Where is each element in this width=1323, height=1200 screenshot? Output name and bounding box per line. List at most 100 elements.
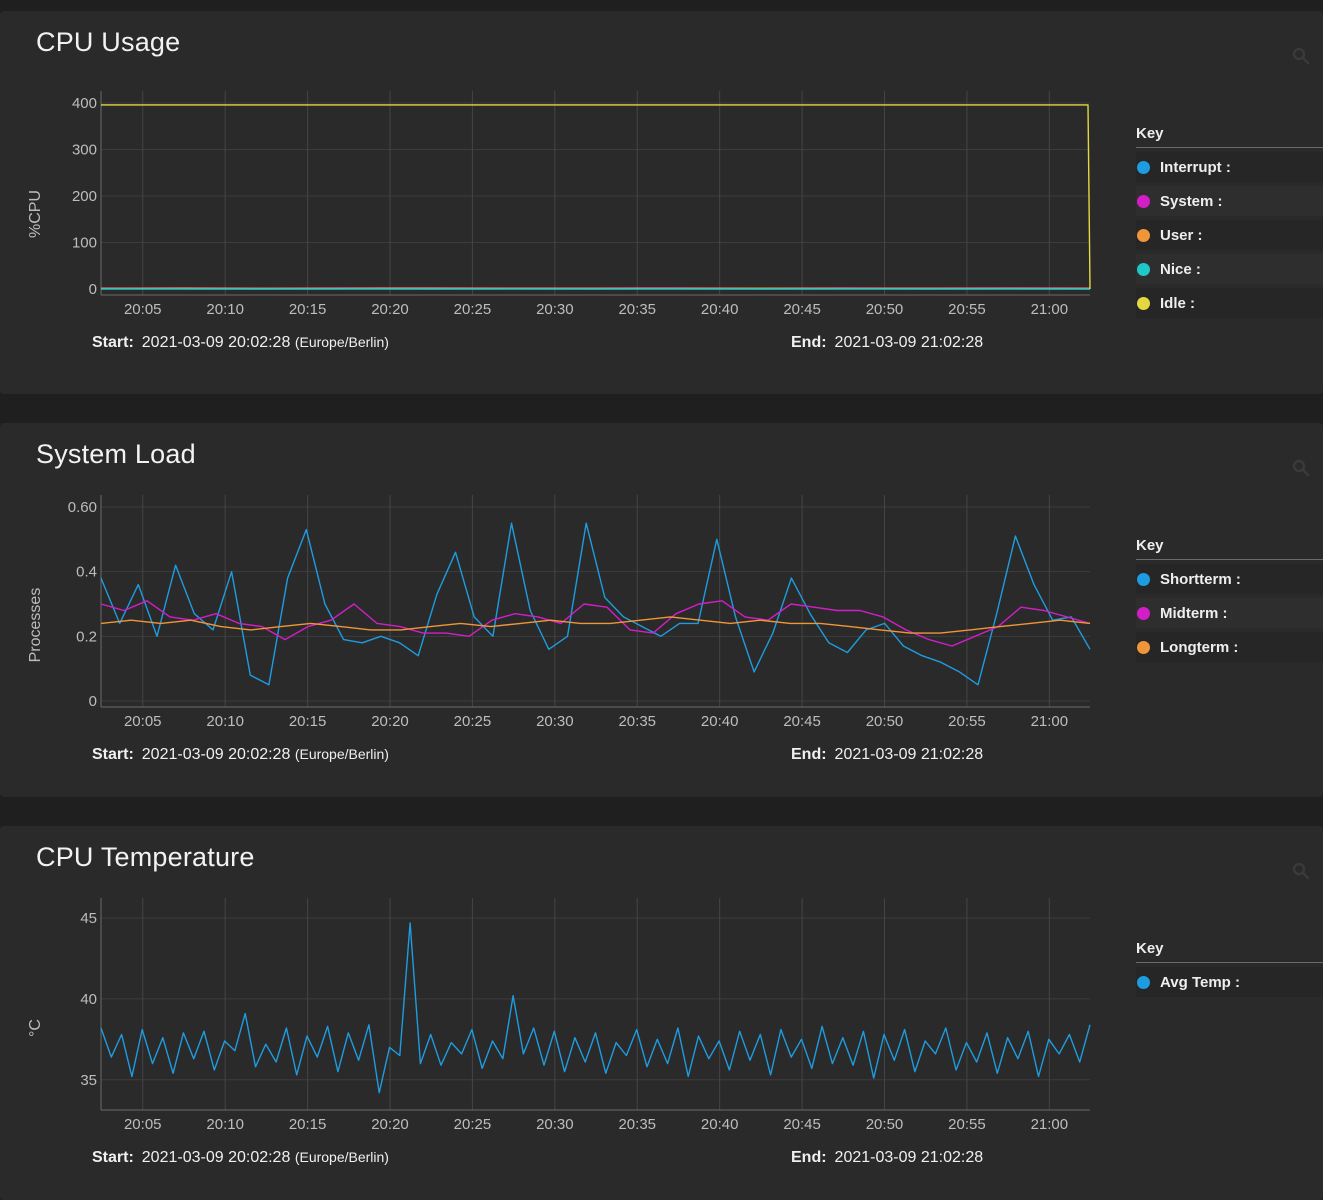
legend-item[interactable]: Longterm : bbox=[1136, 632, 1323, 662]
panel-system-load: System Load Processes 0 0.2 0.4 0.60 20:05 20… bbox=[0, 423, 1323, 797]
y-tick-label: 100 bbox=[72, 235, 97, 252]
y-tick-label: 0.60 bbox=[68, 499, 97, 516]
y-tick-label: 45 bbox=[80, 910, 97, 927]
x-tick-label: 20:45 bbox=[783, 301, 821, 318]
start-label: Start: bbox=[92, 334, 134, 351]
end-label: End: bbox=[791, 1149, 827, 1166]
legend-label: Shortterm : bbox=[1160, 570, 1241, 588]
legend-item[interactable]: System : bbox=[1136, 186, 1323, 216]
series-line-avg-temp bbox=[100, 922, 1091, 1094]
legend: Key Shortterm : Midterm : Longterm : bbox=[1136, 537, 1323, 662]
y-tick-label: 35 bbox=[80, 1072, 97, 1089]
legend: Key Avg Temp : bbox=[1136, 940, 1323, 997]
zoom-icon[interactable] bbox=[1292, 459, 1310, 477]
panel-cpu-temperature: CPU Temperature °C 35 40 45 20:05 20:10 20:15… bbox=[0, 826, 1323, 1200]
legend-header: Key bbox=[1136, 125, 1323, 148]
start-time: 2021-03-09 20:02:28 bbox=[141, 746, 291, 763]
legend-swatch bbox=[1137, 228, 1150, 242]
x-tick-label: 20:35 bbox=[618, 1116, 656, 1133]
series-line-shortterm bbox=[100, 522, 1091, 686]
legend-items: Avg Temp : bbox=[1136, 967, 1323, 997]
panel-title: System Load bbox=[36, 439, 196, 469]
x-tick-label: 20:05 bbox=[124, 1116, 162, 1133]
x-tick-label: 20:30 bbox=[536, 301, 574, 318]
legend-item[interactable]: Nice : bbox=[1136, 254, 1323, 284]
legend-swatch bbox=[1137, 975, 1150, 989]
panel-title: CPU Usage bbox=[36, 27, 181, 57]
timezone: (Europe/Berlin) bbox=[294, 1149, 389, 1165]
y-tick-label: 0 bbox=[89, 281, 97, 298]
range-end: End: 2021-03-09 21:02:28 bbox=[791, 1149, 983, 1167]
legend-label: Avg Temp : bbox=[1160, 973, 1241, 991]
end-time: 2021-03-09 21:02:28 bbox=[834, 334, 984, 351]
x-tick-label: 20:45 bbox=[783, 713, 821, 730]
x-tick-label: 20:35 bbox=[618, 301, 656, 318]
end-time: 2021-03-09 21:02:28 bbox=[834, 1149, 984, 1166]
timezone: (Europe/Berlin) bbox=[294, 746, 389, 762]
x-tick-label: 20:40 bbox=[701, 1116, 739, 1133]
x-tick-label: 20:50 bbox=[866, 1116, 904, 1133]
x-tick-label: 20:40 bbox=[701, 713, 739, 730]
x-tick-label: 20:15 bbox=[289, 1116, 327, 1133]
start-label: Start: bbox=[92, 746, 134, 763]
range-start: Start: 2021-03-09 20:02:28 (Europe/Berlin… bbox=[92, 1149, 389, 1167]
zoom-icon[interactable] bbox=[1292, 862, 1310, 880]
x-tick-label: 20:25 bbox=[454, 713, 492, 730]
x-tick-label: 20:20 bbox=[371, 301, 409, 318]
x-tick-label: 20:10 bbox=[206, 301, 244, 318]
y-tick-label: 40 bbox=[80, 991, 97, 1008]
zoom-icon[interactable] bbox=[1292, 47, 1310, 65]
x-tick-label: 20:30 bbox=[536, 1116, 574, 1133]
x-tick-label: 20:55 bbox=[948, 1116, 986, 1133]
x-tick-label: 20:15 bbox=[289, 301, 327, 318]
x-tick-label: 20:30 bbox=[536, 713, 574, 730]
legend-item[interactable]: Idle : bbox=[1136, 288, 1323, 318]
x-tick-label: 20:10 bbox=[206, 1116, 244, 1133]
x-tick-label: 20:25 bbox=[454, 301, 492, 318]
start-time: 2021-03-09 20:02:28 bbox=[141, 334, 291, 351]
y-tick-label: 0.2 bbox=[76, 628, 97, 645]
x-tick-label: 21:00 bbox=[1031, 713, 1069, 730]
x-tick-label: 20:50 bbox=[866, 301, 904, 318]
legend-label: Interrupt : bbox=[1160, 158, 1231, 176]
legend-label: Nice : bbox=[1160, 260, 1201, 278]
legend-label: System : bbox=[1160, 192, 1223, 210]
legend-item[interactable]: Interrupt : bbox=[1136, 152, 1323, 182]
x-tick-label: 20:50 bbox=[866, 713, 904, 730]
x-tick-label: 20:20 bbox=[371, 713, 409, 730]
x-tick-label: 20:10 bbox=[206, 713, 244, 730]
legend-swatch bbox=[1137, 262, 1150, 276]
end-time: 2021-03-09 21:02:28 bbox=[834, 746, 984, 763]
x-tick-label: 20:55 bbox=[948, 713, 986, 730]
legend-header: Key bbox=[1136, 537, 1323, 560]
legend-swatch bbox=[1137, 606, 1150, 620]
series-line-idle bbox=[101, 104, 1091, 290]
y-tick-label: 0.4 bbox=[76, 564, 97, 581]
legend-item[interactable]: User : bbox=[1136, 220, 1323, 250]
legend-swatch bbox=[1137, 640, 1150, 654]
panel-cpu-usage: CPU Usage %CPU 0 100 200 300 400 20:05 20:10 20… bbox=[0, 11, 1323, 394]
series-line-longterm bbox=[100, 616, 1091, 634]
legend-swatch bbox=[1137, 296, 1150, 310]
range-start: Start: 2021-03-09 20:02:28 (Europe/Berlin… bbox=[92, 334, 389, 352]
range-end: End: 2021-03-09 21:02:28 bbox=[791, 334, 983, 352]
legend-item[interactable]: Shortterm : bbox=[1136, 564, 1323, 594]
x-tick-label: 20:40 bbox=[701, 301, 739, 318]
system-load-chart[interactable]: 0 0.2 0.4 0.60 20:05 20:10 20:15 20:20 20:25 20:3… bbox=[0, 423, 1100, 743]
legend-item[interactable]: Avg Temp : bbox=[1136, 967, 1323, 997]
start-label: Start: bbox=[92, 1149, 134, 1166]
legend-item[interactable]: Midterm : bbox=[1136, 598, 1323, 628]
legend-swatch bbox=[1137, 160, 1150, 174]
x-tick-label: 20:15 bbox=[289, 713, 327, 730]
x-tick-label: 20:35 bbox=[618, 713, 656, 730]
x-tick-label: 20:55 bbox=[948, 301, 986, 318]
timezone: (Europe/Berlin) bbox=[294, 334, 389, 350]
cpu-temperature-chart[interactable]: 35 40 45 20:05 20:10 20:15 20:20 20:25 20:30 20:3… bbox=[0, 826, 1100, 1146]
legend-label: User : bbox=[1160, 226, 1203, 244]
legend-swatch bbox=[1137, 194, 1150, 208]
legend-header: Key bbox=[1136, 940, 1323, 963]
range-start: Start: 2021-03-09 20:02:28 (Europe/Berlin… bbox=[92, 746, 389, 764]
cpu-usage-chart[interactable]: 0 100 200 300 400 20:05 20:10 20:15 20:20 20:25 20… bbox=[0, 11, 1100, 331]
end-label: End: bbox=[791, 746, 827, 763]
legend-swatch bbox=[1137, 572, 1150, 586]
